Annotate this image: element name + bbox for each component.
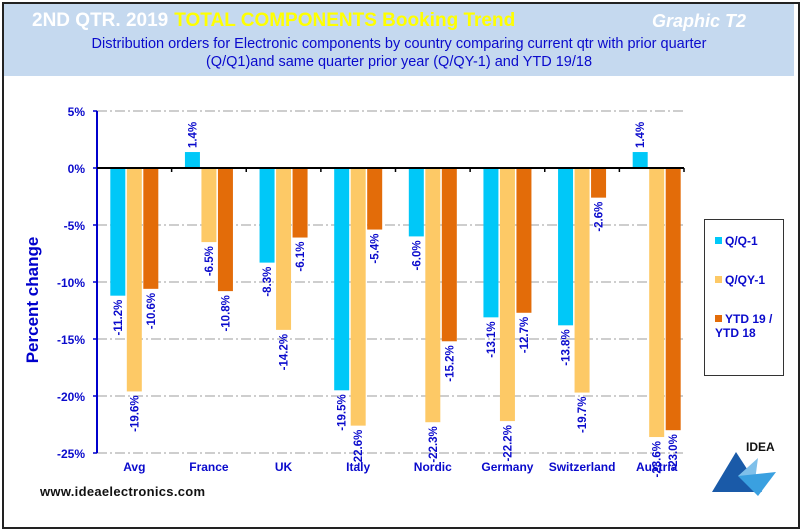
website-url: www.ideaelectronics.com xyxy=(40,484,206,499)
bar-q-q-1-france xyxy=(184,152,200,168)
bar-q-q-1-switzerland xyxy=(558,168,574,326)
legend-item-ytd: YTD 19 / YTD 18 xyxy=(715,312,779,340)
y-tick-label: 5% xyxy=(68,105,86,119)
header-banner: 2ND QTR. 2019 TOTAL COMPONENTS Booking Tr… xyxy=(4,4,794,76)
chart-title: 2ND QTR. 2019 TOTAL COMPONENTS Booking Tr… xyxy=(32,10,515,32)
bar-q-q-1-austria xyxy=(632,152,648,168)
data-label: -2.6% xyxy=(594,202,606,232)
x-tick-label: Switzerland xyxy=(549,460,616,474)
x-tick-label: Austria xyxy=(636,460,678,474)
bar-ytd-19-ytd-18-italy xyxy=(367,168,383,230)
data-labels: -11.2% -19.6% -10.6% 1.4% -6.5% -10.8% -8.3% -1… xyxy=(113,122,680,478)
y-tick-label: -15% xyxy=(57,333,85,347)
data-label: -5.4% xyxy=(370,234,382,264)
legend-swatch-ytd xyxy=(715,315,722,322)
bar-q-q-1-italy xyxy=(334,168,350,391)
data-label: 1.4% xyxy=(635,122,647,148)
x-tick-label: Italy xyxy=(346,460,370,474)
legend-swatch-qqy1 xyxy=(715,276,722,283)
bar-q-qy-1-uk xyxy=(276,168,292,330)
data-label: -14.2% xyxy=(279,334,291,370)
data-label: -13.1% xyxy=(486,321,498,357)
data-label: -13.8% xyxy=(561,329,573,365)
y-tick-label: -25% xyxy=(57,447,85,461)
data-label: -23.0% xyxy=(668,434,680,470)
legend-label-qqy1: Q/QY-1 xyxy=(725,273,766,287)
legend-swatch-qq1 xyxy=(715,237,722,244)
graphic-label: Graphic T2 xyxy=(651,11,746,31)
idea-logo: IDEA xyxy=(708,440,798,510)
data-label: -10.8% xyxy=(220,295,232,331)
legend-label-qq1: Q/Q-1 xyxy=(725,234,758,248)
legend-item-qq1: Q/Q-1 xyxy=(715,234,758,248)
x-tick-label: UK xyxy=(275,460,293,474)
axes: 5% 0% -5% -10% -15% -20% -25% Avg France UK Italy N… xyxy=(57,105,685,474)
subtitle-line-2: (Q/Q1)and same quarter prior year (Q/QY-… xyxy=(205,54,593,70)
bar-q-q-1-nordic xyxy=(408,168,424,237)
logo-text: IDEA xyxy=(746,440,775,454)
legend: Q/Q-1 Q/QY-1 YTD 19 / YTD 18 xyxy=(704,219,784,376)
title-period: 2ND QTR. 2019 xyxy=(32,10,169,31)
data-label: -22.3% xyxy=(428,426,440,462)
data-label: -6.0% xyxy=(411,240,423,270)
bar-ytd-19-ytd-18-germany xyxy=(516,168,532,313)
y-axis-label: Percent change xyxy=(23,237,42,364)
bar-q-qy-1-france xyxy=(201,168,217,243)
bar-ytd-19-ytd-18-france xyxy=(217,168,233,292)
data-label: -12.7% xyxy=(519,317,531,353)
y-tick-label: -5% xyxy=(64,219,86,233)
data-label: -19.5% xyxy=(337,394,349,430)
data-label: -8.3% xyxy=(262,267,274,297)
bar-q-q-1-avg xyxy=(110,168,126,296)
bars xyxy=(110,152,681,438)
data-label: -10.6% xyxy=(146,293,158,329)
bar-q-qy-1-austria xyxy=(649,168,665,438)
x-tick-label: Germany xyxy=(481,460,533,474)
data-label: -22.6% xyxy=(353,430,365,466)
bar-q-q-1-germany xyxy=(483,168,499,318)
x-tick-label: France xyxy=(189,460,229,474)
data-label: -11.2% xyxy=(113,300,125,336)
legend-label-ytd: YTD 19 / YTD 18 xyxy=(715,312,773,340)
bar-q-qy-1-nordic xyxy=(425,168,441,423)
y-tick-label: 0% xyxy=(68,162,86,176)
data-label: -23.6% xyxy=(652,441,664,477)
bar-q-qy-1-germany xyxy=(499,168,515,422)
x-tick-label: Avg xyxy=(123,460,145,474)
bar-ytd-19-ytd-18-switzerland xyxy=(591,168,607,198)
bar-ytd-19-ytd-18-austria xyxy=(665,168,681,431)
data-label: -19.6% xyxy=(129,395,141,431)
bar-q-qy-1-switzerland xyxy=(574,168,590,393)
data-label: 1.4% xyxy=(187,122,199,148)
title-main: TOTAL COMPONENTS Booking Trend xyxy=(174,10,516,31)
data-label: -15.2% xyxy=(444,345,456,381)
legend-item-qqy1: Q/QY-1 xyxy=(715,273,765,287)
y-tick-label: -10% xyxy=(57,276,85,290)
bar-ytd-19-ytd-18-avg xyxy=(143,168,159,289)
x-tick-label: Nordic xyxy=(414,460,452,474)
idea-logo-icon xyxy=(712,452,776,496)
subtitle-line-1: Distribution orders for Electronic compo… xyxy=(91,36,707,52)
bar-q-qy-1-avg xyxy=(126,168,142,392)
chart-subtitle: Distribution orders for Electronic compo… xyxy=(4,35,794,71)
bar-q-qy-1-italy xyxy=(350,168,366,426)
data-label: -19.7% xyxy=(577,397,589,433)
data-label: -22.2% xyxy=(502,425,514,461)
y-tick-label: -20% xyxy=(57,390,85,404)
bar-ytd-19-ytd-18-nordic xyxy=(441,168,457,342)
data-label: -6.1% xyxy=(295,242,307,272)
bar-ytd-19-ytd-18-uk xyxy=(292,168,308,238)
bar-q-q-1-uk xyxy=(259,168,275,263)
data-label: -6.5% xyxy=(204,246,216,276)
